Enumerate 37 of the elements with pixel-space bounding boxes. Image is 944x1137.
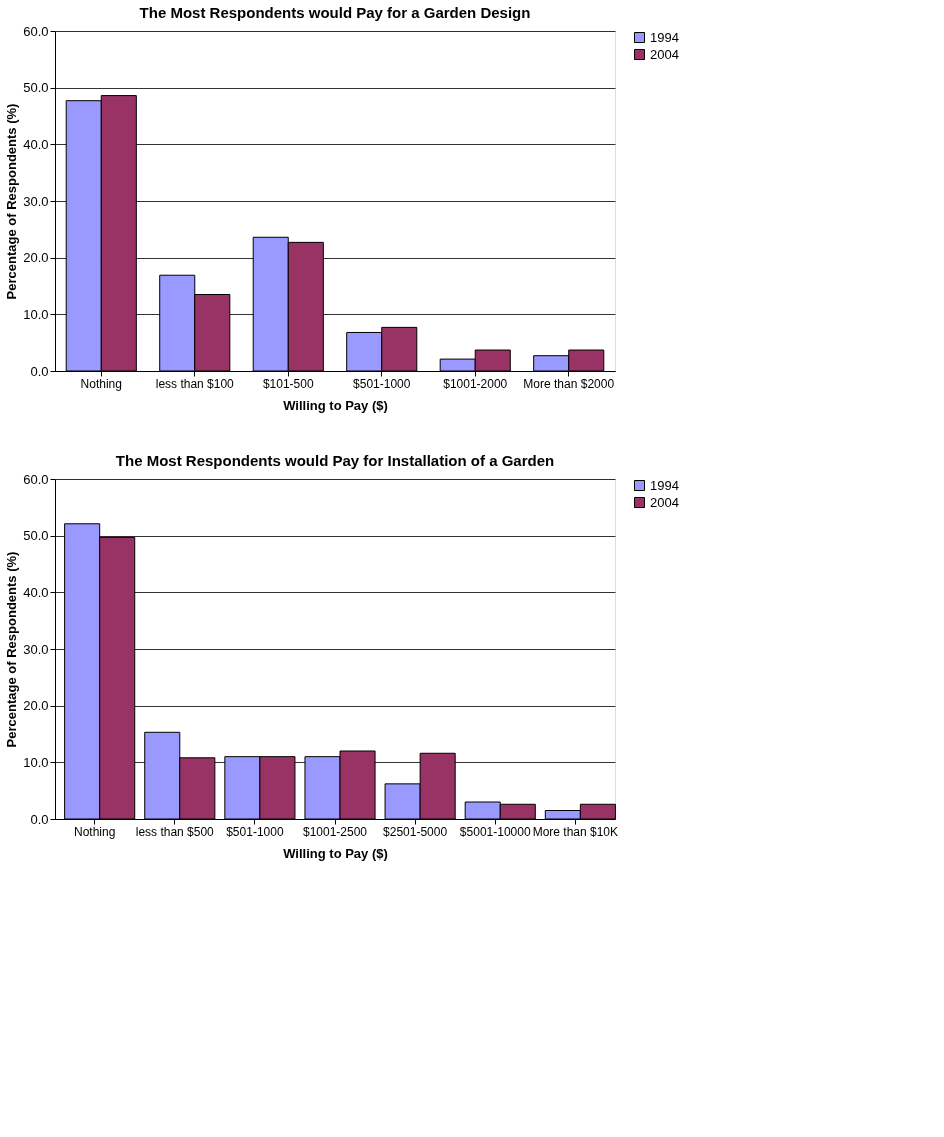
x-tick-label: $2501-5000 [383, 824, 448, 839]
y-tick-label: 50.0 [23, 528, 49, 544]
x-tick-label: More than $2000 [523, 376, 615, 391]
x-tick-label: More than $10K [532, 824, 619, 839]
legend-label: 2004 [650, 494, 679, 510]
x-tick-label: $101-500 [262, 376, 314, 391]
y-tick-label: 60.0 [23, 23, 49, 39]
y-tick-label: 30.0 [23, 193, 49, 209]
y-tick-label: 50.0 [23, 80, 49, 96]
y-tick-label: 60.0 [23, 471, 49, 487]
y-axis-title: Percentage of Respondents (%) [4, 103, 20, 300]
x-tick-label: Nothing [73, 824, 116, 839]
y-tick-label: 30.0 [23, 641, 49, 657]
legend-label: 1994 [650, 477, 679, 493]
y-tick-label: 40.0 [23, 136, 49, 152]
y-tick-label: 10.0 [23, 754, 49, 770]
y-tick-label: 0.0 [30, 363, 49, 379]
y-tick-label: 40.0 [23, 584, 49, 600]
x-axis-title: Willing to Pay ($) [283, 397, 388, 413]
y-tick-label: 10.0 [23, 306, 49, 322]
x-tick-label: $501-1000 [353, 376, 411, 391]
x-tick-label: $1001-2500 [302, 824, 368, 839]
x-axis-title: Willing to Pay ($) [283, 845, 388, 861]
chart-title: The Most Respondents would Pay for Installation of a Garden [115, 452, 555, 469]
y-tick-label: 20.0 [23, 698, 49, 714]
legend-label: 2004 [650, 46, 679, 62]
x-tick-label: less than $100 [155, 376, 235, 391]
y-tick-label: 0.0 [30, 811, 49, 827]
x-tick-label: less than $500 [135, 824, 215, 839]
y-axis-title: Percentage of Respondents (%) [4, 551, 20, 748]
legend-label: 1994 [650, 29, 679, 45]
chart-title: The Most Respondents would Pay for a Garden Design [139, 4, 531, 21]
x-tick-label: Nothing [80, 376, 122, 391]
x-tick-label: $501-1000 [226, 824, 284, 839]
x-tick-label: $1001-2000 [443, 376, 508, 391]
x-tick-label: $5001-10000 [459, 824, 531, 839]
y-tick-label: 20.0 [23, 250, 49, 266]
